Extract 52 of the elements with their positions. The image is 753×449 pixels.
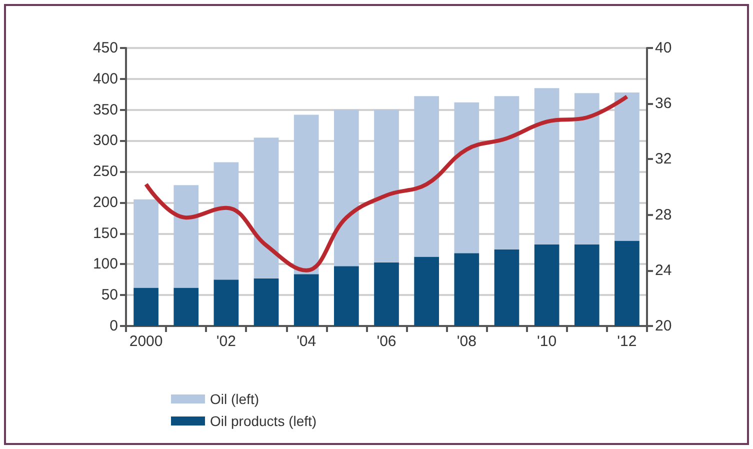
bar <box>574 244 600 326</box>
bar <box>494 249 520 326</box>
bar <box>454 253 480 326</box>
bar <box>294 274 319 326</box>
x-tick-label: '08 <box>456 333 476 350</box>
x-tick-label: '10 <box>537 333 557 350</box>
y-tick-label: 300 <box>92 132 118 150</box>
y-tick-label: 250 <box>92 163 118 180</box>
bar <box>294 114 319 274</box>
y2-tick-label: 24 <box>655 262 672 279</box>
line-series <box>144 94 629 272</box>
y-tick-label: 350 <box>92 101 118 118</box>
bar <box>214 280 239 326</box>
y-tick-label: 150 <box>92 224 118 242</box>
bar <box>454 102 480 254</box>
y2-tick-label: 40 <box>655 40 672 56</box>
x-tick-label: '04 <box>296 333 316 350</box>
y-tick-label: 200 <box>92 194 118 211</box>
bar <box>334 266 359 326</box>
x-tick-label: 2000 <box>129 333 163 350</box>
legend-label: Oil (left) <box>210 391 259 407</box>
bar <box>134 199 158 288</box>
bar <box>214 162 239 280</box>
x-tick-label: '02 <box>216 333 236 350</box>
y2-tick-label: 32 <box>655 150 672 168</box>
bar <box>534 244 560 326</box>
y2-tick-label: 20 <box>655 318 672 334</box>
bar <box>254 278 279 326</box>
y-tick-label: 450 <box>92 40 118 56</box>
bar <box>574 93 600 244</box>
bar <box>614 240 640 326</box>
bar <box>414 256 439 326</box>
bar <box>174 288 199 326</box>
y-tick-label: 100 <box>92 256 118 273</box>
legend-label: Oil products (left) <box>210 413 317 429</box>
bar <box>374 110 399 262</box>
x-tick-label: '12 <box>617 333 637 350</box>
y-tick-label: 0 <box>110 318 118 334</box>
bar <box>134 288 158 326</box>
bar <box>534 88 560 244</box>
bar <box>174 185 199 288</box>
bar <box>374 262 399 326</box>
y-tick-label: 50 <box>101 286 118 304</box>
bar <box>494 96 520 250</box>
y-tick-label: 400 <box>92 70 118 88</box>
bar <box>254 138 279 278</box>
y2-tick-label: 28 <box>655 206 672 224</box>
x-tick-label: '06 <box>376 333 396 350</box>
y2-tick-label: 36 <box>655 95 672 112</box>
bar <box>614 92 640 241</box>
bar <box>414 96 439 257</box>
bar <box>334 110 359 266</box>
